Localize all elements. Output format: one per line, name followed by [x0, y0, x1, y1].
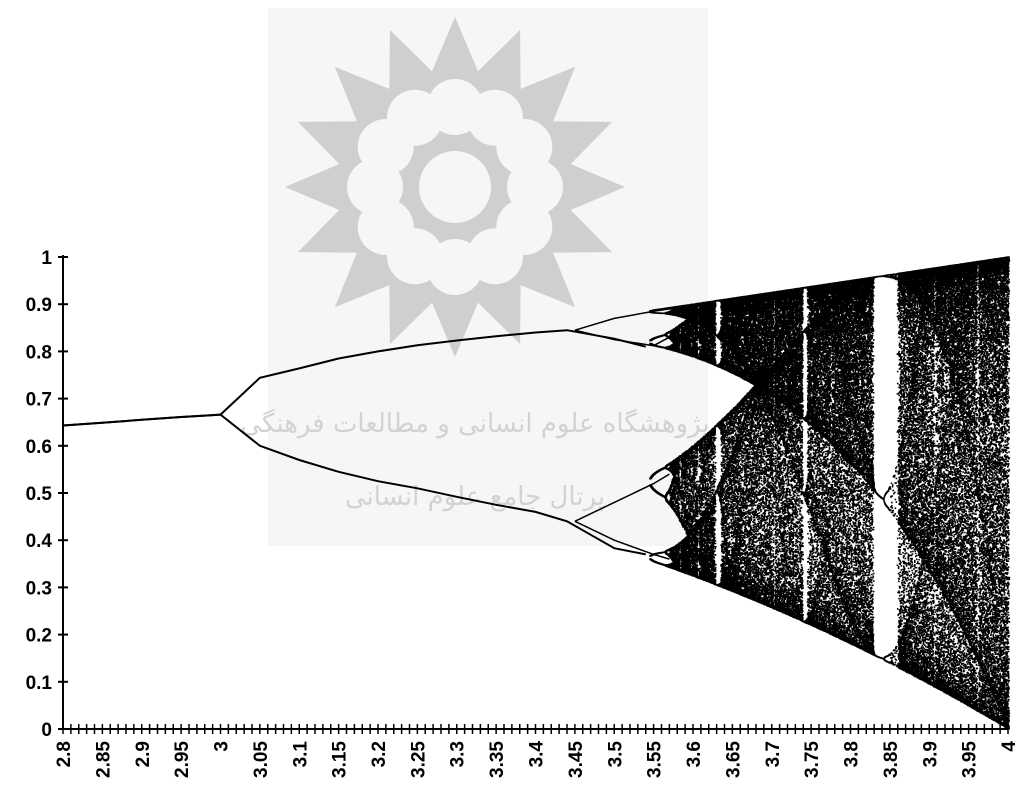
y-tick-label: 0 [41, 720, 52, 741]
x-tick-label: 3.5 [605, 741, 626, 768]
x-tick-label: 3.05 [251, 741, 272, 778]
x-tick-label: 3.6 [684, 741, 705, 767]
lower-branch-line [62, 413, 646, 556]
y-tick-label: 0.7 [26, 390, 52, 411]
watermark-text-line2: پرتال جامع علوم انسانی [345, 482, 605, 512]
chaotic-region-points [649, 256, 1011, 730]
y-tick-label: 0.2 [26, 626, 52, 647]
sub-branch-line [574, 329, 670, 347]
x-tick-label: 3.15 [330, 741, 351, 778]
x-tick-label: 2.8 [54, 741, 75, 767]
sub-branch-line [574, 473, 670, 522]
y-tick-label: 0.6 [26, 437, 52, 458]
y-tick-label: 0.3 [26, 578, 52, 599]
x-tick-label: 3.9 [920, 741, 941, 767]
y-tick-label: 0.8 [26, 342, 52, 363]
y-tick-label: 0.5 [26, 484, 53, 505]
y-tick-label: 0.4 [26, 531, 53, 552]
watermark-star-ring [496, 119, 553, 175]
x-tick-label: 3.45 [566, 741, 587, 778]
x-tick-label: 3.3 [448, 741, 469, 767]
sub-branch-line [574, 520, 670, 560]
x-tick-label: 3.35 [487, 741, 508, 778]
x-tick-label: 3.7 [763, 741, 784, 767]
watermark-text-line1: پژوهشگاه علوم انسانی و مطالعات فرهنگی [240, 408, 709, 439]
axes: 0 0.1 0.2 0.3 0.4 0.5 0.6 0.7 0.8 0.9 1 2.8 2.85 2.9 2… [26, 248, 1016, 778]
x-tick-label: 3.55 [645, 741, 666, 778]
x-tick-label: 3.65 [723, 741, 744, 778]
plot-area [62, 256, 1011, 730]
x-tick-label: 3.75 [802, 741, 823, 778]
x-tick-label: 3 [212, 741, 233, 752]
x-tick-label: 3.95 [960, 741, 981, 778]
sub-branch-line [574, 308, 670, 331]
x-tick-label: 3.2 [369, 741, 390, 767]
x-tick-label: 2.85 [93, 741, 114, 778]
x-tick-label: 3.8 [842, 741, 863, 767]
watermark-logo: پژوهشگاه علوم انسانی و مطالعات فرهنگی پر… [240, 8, 710, 546]
y-tick-label: 0.9 [26, 295, 52, 316]
x-tick-label: 3.85 [881, 741, 902, 778]
watermark-star-center [419, 151, 491, 223]
x-tick-label: 2.95 [172, 741, 193, 778]
x-tick-label: 3.25 [408, 741, 429, 778]
x-tick-label: 4 [999, 741, 1016, 752]
x-tick-label: 2.9 [133, 741, 154, 767]
y-tick-label: 1 [41, 248, 52, 269]
x-tick-label: 3.1 [290, 741, 311, 768]
y-tick-label: 0.1 [26, 673, 53, 694]
x-tick-label: 3.4 [527, 741, 548, 768]
